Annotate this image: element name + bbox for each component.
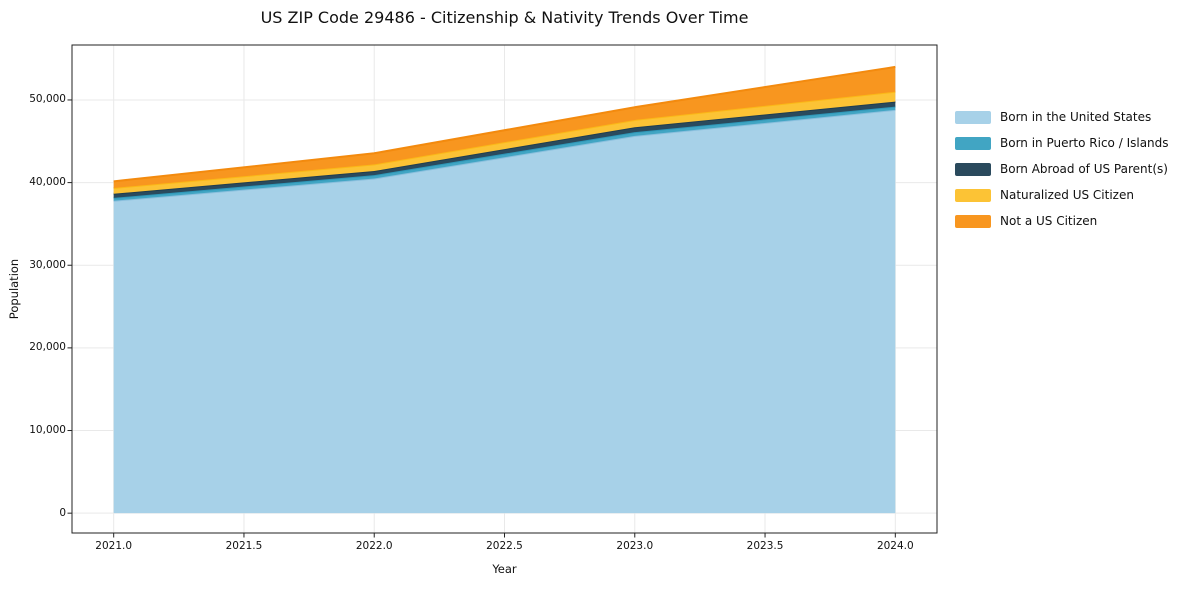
x-tick-label: 2022.0 xyxy=(355,540,393,552)
y-tick-label: 50,000 xyxy=(29,93,66,106)
x-tick-label: 2024.0 xyxy=(876,540,914,552)
chart-title: US ZIP Code 29486 - Citizenship & Nativi… xyxy=(260,8,749,27)
x-axis-label: Year xyxy=(492,562,517,576)
legend-item-2: Born Abroad of US Parent(s) xyxy=(955,156,1169,182)
legend-item-3: Naturalized US Citizen xyxy=(955,182,1169,208)
legend-label: Born in the United States xyxy=(1000,110,1152,124)
x-tick-label: 2021.0 xyxy=(95,540,133,552)
legend-label: Born Abroad of US Parent(s) xyxy=(1000,162,1168,176)
legend-swatch xyxy=(955,188,991,202)
area-series-0 xyxy=(113,109,896,514)
legend-item-0: Born in the United States xyxy=(955,104,1169,130)
chart-legend: Born in the United States Born in Puerto … xyxy=(955,104,1169,234)
x-tick-label: 2023.5 xyxy=(746,540,784,552)
legend-swatch xyxy=(955,214,991,228)
legend-label: Not a US Citizen xyxy=(1000,214,1098,228)
legend-swatch xyxy=(955,110,991,124)
y-axis-label: Population xyxy=(7,258,21,320)
legend-label: Born in Puerto Rico / Islands xyxy=(1000,136,1169,150)
y-tick-label: 40,000 xyxy=(29,176,66,189)
y-tick-label: 30,000 xyxy=(29,258,66,271)
legend-item-1: Born in Puerto Rico / Islands xyxy=(955,130,1169,156)
y-tick-label: 10,000 xyxy=(29,424,66,437)
legend-item-4: Not a US Citizen xyxy=(955,208,1169,234)
legend-swatch xyxy=(955,136,991,150)
legend-label: Naturalized US Citizen xyxy=(1000,188,1134,202)
x-tick-label: 2021.5 xyxy=(225,540,263,552)
x-tick-label: 2023.0 xyxy=(616,540,654,552)
y-tick-label: 0 xyxy=(59,506,66,519)
x-tick-label: 2022.5 xyxy=(486,540,523,552)
legend-swatch xyxy=(955,162,991,176)
area-edge-series-4 xyxy=(113,65,896,183)
y-tick-label: 20,000 xyxy=(29,341,66,354)
